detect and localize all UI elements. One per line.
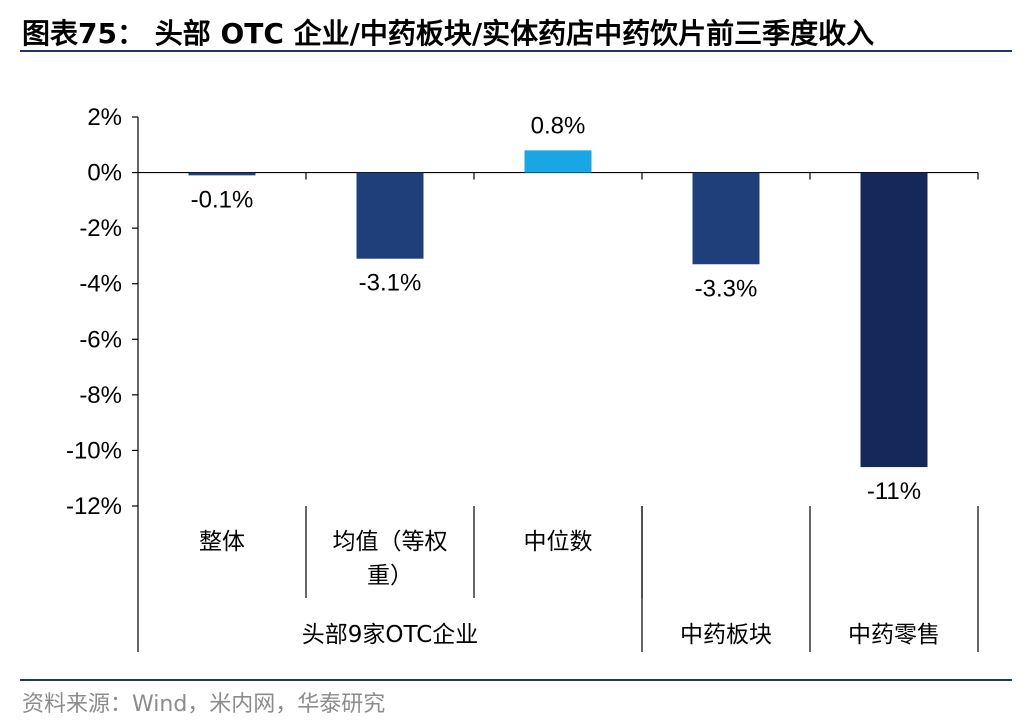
group-label-0: 头部9家OTC企业 xyxy=(302,622,479,648)
category-label-1: 均值（等权 xyxy=(333,529,448,555)
category-label-1: 重） xyxy=(367,563,413,589)
bar-3 xyxy=(692,172,760,265)
data-label-4: -11% xyxy=(867,478,921,505)
bar-4 xyxy=(860,172,928,468)
category-label-0: 整体 xyxy=(199,529,245,555)
bar-series xyxy=(188,150,928,468)
chart-axes: 2% 0% -2% -4% -6% -8% -10% -12% xyxy=(66,104,979,520)
group-label-1: 中药板块 xyxy=(680,622,772,648)
data-label-1: -3.1% xyxy=(359,270,422,297)
source-note: 资料来源：Wind，米内网，华泰研究 xyxy=(22,692,386,717)
footer-divider xyxy=(20,679,1012,681)
data-labels: -0.1% -3.1% 0.8% -3.3% -11% xyxy=(191,112,921,505)
data-label-0: -0.1% xyxy=(191,186,254,213)
y-tick-label: -4% xyxy=(79,271,122,298)
bar-1 xyxy=(356,172,424,259)
y-tick-label: -2% xyxy=(79,215,122,242)
title-divider xyxy=(20,50,1012,52)
category-label-2: 中位数 xyxy=(524,529,593,555)
data-label-2: 0.8% xyxy=(531,112,586,139)
bar-2 xyxy=(524,150,592,173)
y-tick-label: -8% xyxy=(79,382,122,409)
chart-title: 图表75： 头部 OTC 企业/中药板块/实体药店中药饮片前三季度收入 xyxy=(22,17,875,50)
y-tick-label: -12% xyxy=(66,493,122,520)
data-label-3: -3.3% xyxy=(695,275,758,302)
y-tick-label: -6% xyxy=(79,326,122,353)
y-tick-label: 0% xyxy=(87,160,122,187)
bar-0 xyxy=(188,172,256,176)
group-label-2: 中药零售 xyxy=(848,622,940,648)
y-tick-label: -10% xyxy=(66,437,122,464)
y-tick-label: 2% xyxy=(87,104,122,131)
